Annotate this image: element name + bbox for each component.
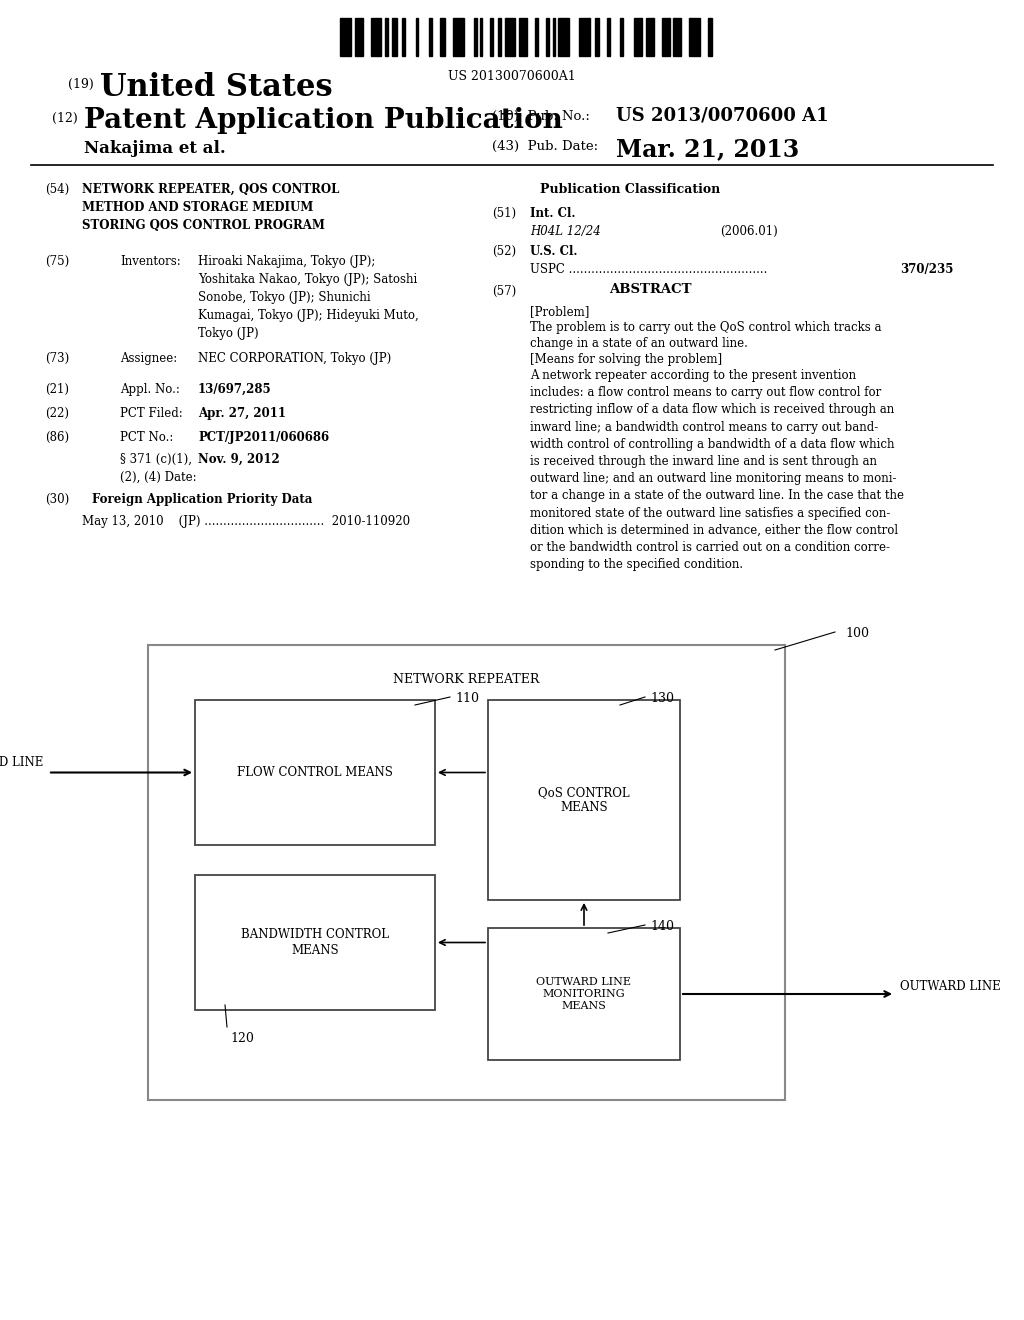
- Text: United States: United States: [100, 73, 333, 103]
- Bar: [340, 18, 350, 55]
- Text: (30): (30): [45, 492, 70, 506]
- Bar: [708, 18, 712, 55]
- Text: OUTWARD LINE: OUTWARD LINE: [900, 979, 1000, 993]
- Bar: [505, 18, 515, 55]
- Text: (21): (21): [45, 383, 69, 396]
- Text: U.S. Cl.: U.S. Cl.: [530, 246, 578, 257]
- Bar: [488, 928, 680, 1060]
- Text: NEC CORPORATION, Tokyo (JP): NEC CORPORATION, Tokyo (JP): [198, 352, 391, 366]
- Text: Mar. 21, 2013: Mar. 21, 2013: [616, 137, 800, 161]
- Text: Int. Cl.: Int. Cl.: [530, 207, 575, 220]
- Bar: [195, 700, 435, 845]
- Text: FLOW CONTROL MEANS: FLOW CONTROL MEANS: [238, 766, 393, 779]
- Bar: [580, 18, 590, 55]
- Text: OUTWARD LINE
MONITORING
MEANS: OUTWARD LINE MONITORING MEANS: [537, 977, 632, 1011]
- Bar: [621, 18, 623, 55]
- Text: USPC .....................................................: USPC ...................................…: [530, 263, 767, 276]
- Text: [Means for solving the problem]: [Means for solving the problem]: [530, 352, 722, 366]
- Text: (86): (86): [45, 432, 70, 444]
- Text: PCT No.:: PCT No.:: [120, 432, 173, 444]
- Bar: [634, 18, 642, 55]
- Text: PCT/JP2011/060686: PCT/JP2011/060686: [198, 432, 329, 444]
- Bar: [429, 18, 432, 55]
- Text: (52): (52): [492, 246, 516, 257]
- Text: (75): (75): [45, 255, 70, 268]
- Text: Nov. 9, 2012: Nov. 9, 2012: [198, 453, 280, 466]
- Bar: [148, 645, 785, 1100]
- Bar: [392, 18, 397, 55]
- Text: A network repeater according to the present invention
includes: a flow control m: A network repeater according to the pres…: [530, 370, 904, 572]
- Bar: [645, 18, 653, 55]
- Bar: [453, 18, 464, 55]
- Text: Assignee:: Assignee:: [120, 352, 177, 366]
- Bar: [662, 18, 670, 55]
- Text: BANDWIDTH CONTROL
MEANS: BANDWIDTH CONTROL MEANS: [241, 928, 389, 957]
- Bar: [488, 700, 680, 900]
- Text: US 20130070600A1: US 20130070600A1: [449, 70, 575, 83]
- Text: Foreign Application Priority Data: Foreign Application Priority Data: [92, 492, 312, 506]
- Text: QoS CONTROL
MEANS: QoS CONTROL MEANS: [539, 785, 630, 814]
- Bar: [558, 18, 568, 55]
- Text: H04L 12/24: H04L 12/24: [530, 224, 601, 238]
- Text: [Problem]: [Problem]: [530, 305, 590, 318]
- Bar: [536, 18, 538, 55]
- Bar: [474, 18, 477, 55]
- Text: Publication Classification: Publication Classification: [540, 183, 720, 195]
- Text: § 371 (c)(1),
(2), (4) Date:: § 371 (c)(1), (2), (4) Date:: [120, 453, 197, 484]
- Text: Hiroaki Nakajima, Tokyo (JP);
Yoshitaka Nakao, Tokyo (JP); Satoshi
Sonobe, Tokyo: Hiroaki Nakajima, Tokyo (JP); Yoshitaka …: [198, 255, 419, 341]
- Text: Patent Application Publication: Patent Application Publication: [84, 107, 563, 135]
- Text: The problem is to carry out the QoS control which tracks a: The problem is to carry out the QoS cont…: [530, 321, 882, 334]
- Text: 120: 120: [230, 1032, 254, 1045]
- Bar: [674, 18, 681, 55]
- Bar: [498, 18, 501, 55]
- Text: Apr. 27, 2011: Apr. 27, 2011: [198, 407, 286, 420]
- Text: Nakajima et al.: Nakajima et al.: [84, 140, 225, 157]
- Text: (73): (73): [45, 352, 70, 366]
- Bar: [371, 18, 381, 55]
- Text: 370/235: 370/235: [900, 263, 953, 276]
- Bar: [546, 18, 549, 55]
- Text: (2006.01): (2006.01): [720, 224, 778, 238]
- Text: (12): (12): [52, 112, 78, 125]
- Text: NETWORK REPEATER, QOS CONTROL
METHOD AND STORAGE MEDIUM
STORING QOS CONTROL PROG: NETWORK REPEATER, QOS CONTROL METHOD AND…: [82, 183, 339, 232]
- Text: (19): (19): [68, 78, 94, 91]
- Bar: [439, 18, 445, 55]
- Bar: [553, 18, 555, 55]
- Text: Appl. No.:: Appl. No.:: [120, 383, 180, 396]
- Bar: [402, 18, 406, 55]
- Bar: [354, 18, 362, 55]
- Text: (54): (54): [45, 183, 70, 195]
- Text: NETWORK REPEATER: NETWORK REPEATER: [393, 673, 540, 686]
- Text: 140: 140: [650, 920, 674, 933]
- Text: INWARD LINE: INWARD LINE: [0, 756, 43, 770]
- Bar: [385, 18, 388, 55]
- Text: 130: 130: [650, 692, 674, 705]
- Bar: [416, 18, 419, 55]
- Text: 100: 100: [845, 627, 869, 640]
- Text: (22): (22): [45, 407, 69, 420]
- Text: 13/697,285: 13/697,285: [198, 383, 271, 396]
- Bar: [519, 18, 527, 55]
- Text: Inventors:: Inventors:: [120, 255, 181, 268]
- Text: May 13, 2010    (JP) ................................  2010-110920: May 13, 2010 (JP) ......................…: [82, 515, 411, 528]
- Text: (51): (51): [492, 207, 516, 220]
- Text: US 2013/0070600 A1: US 2013/0070600 A1: [616, 107, 828, 125]
- Text: ABSTRACT: ABSTRACT: [608, 282, 691, 296]
- Bar: [490, 18, 493, 55]
- Text: 110: 110: [455, 692, 479, 705]
- Bar: [195, 875, 435, 1010]
- Text: (10)  Pub. No.:: (10) Pub. No.:: [492, 110, 590, 123]
- Bar: [479, 18, 482, 55]
- Bar: [595, 18, 599, 55]
- Text: (57): (57): [492, 285, 516, 298]
- Text: (43)  Pub. Date:: (43) Pub. Date:: [492, 140, 598, 153]
- Bar: [607, 18, 609, 55]
- Text: change in a state of an outward line.: change in a state of an outward line.: [530, 337, 748, 350]
- Text: PCT Filed:: PCT Filed:: [120, 407, 182, 420]
- Bar: [689, 18, 700, 55]
